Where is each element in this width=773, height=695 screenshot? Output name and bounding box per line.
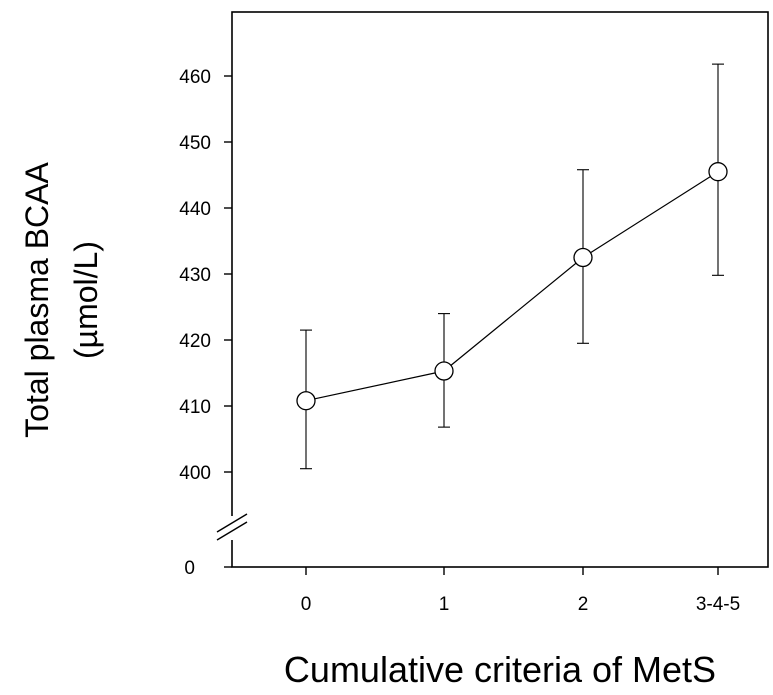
y-tick-label: 450 xyxy=(179,133,211,154)
plot-frame xyxy=(231,11,769,568)
y-axis-break xyxy=(216,513,248,541)
y-tick-label: 400 xyxy=(179,463,211,484)
x-tick-label: 2 xyxy=(578,594,589,615)
y-tick-label: 460 xyxy=(179,67,211,88)
y-axis-title: Total plasma BCAA (µmol/L) xyxy=(19,162,104,438)
y-axis-ticks: 400 410 420 430 440 450 460 xyxy=(179,67,232,484)
series-line xyxy=(305,171,719,402)
data-point xyxy=(573,247,593,268)
data-point xyxy=(708,162,728,182)
y-zero-label: 0 xyxy=(184,558,195,579)
x-axis-title: Cumulative criteria of MetS xyxy=(284,649,716,690)
x-axis-ticks: 0 1 2 3-4-5 xyxy=(301,567,740,615)
y-tick-label: 440 xyxy=(179,199,211,220)
data-point xyxy=(434,361,454,381)
y-tick-label: 410 xyxy=(179,397,211,418)
y-axis-title-line1: Total plasma BCAA xyxy=(19,162,55,438)
y-axis-title-line2: (µmol/L) xyxy=(68,241,104,359)
x-tick-label: 3-4-5 xyxy=(696,594,740,615)
y-tick-label: 430 xyxy=(179,265,211,286)
x-tick-label: 0 xyxy=(301,594,312,615)
y-tick-label: 420 xyxy=(179,331,211,352)
data-series xyxy=(296,63,728,470)
x-tick-label: 1 xyxy=(439,594,450,615)
data-point xyxy=(296,391,316,411)
